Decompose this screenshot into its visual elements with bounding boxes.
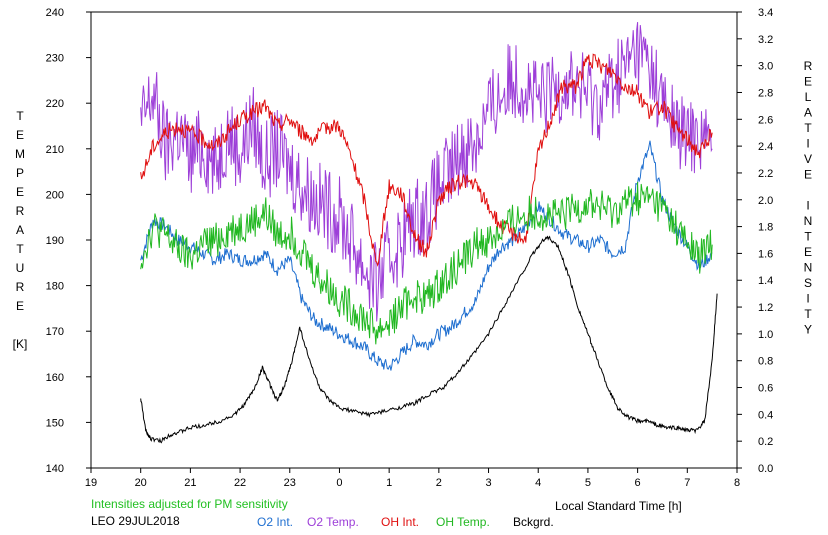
- y-right-title-letter: T: [804, 307, 812, 321]
- y-right-title-letter: N: [804, 261, 813, 275]
- y-right-title-letter: E: [804, 245, 812, 259]
- series-line-o2-temp: [140, 22, 713, 322]
- x-tick-label: 19: [85, 477, 97, 489]
- y-right-tick-label: 2.6: [758, 114, 773, 126]
- y-left-tick-label: 170: [46, 326, 64, 338]
- x-tick-label: 3: [485, 477, 491, 489]
- x-tick-label: 20: [135, 477, 147, 489]
- y-right-title-letter: S: [804, 276, 812, 290]
- y-left-title-letter: E: [16, 128, 24, 142]
- y-right-title-letter: E: [804, 75, 812, 89]
- series-line-oh-temp: [140, 181, 713, 345]
- y-right-title-letter: N: [804, 214, 813, 228]
- y-right-tick-label: 1.0: [758, 329, 773, 341]
- series-line-bckgrd: [140, 235, 718, 444]
- legend-entry: OH Int.: [381, 515, 419, 529]
- y-left-title-letter: [K]: [13, 337, 28, 351]
- y-right-title-letter: A: [804, 106, 812, 120]
- y-left-title-letter: R: [16, 204, 25, 218]
- y-right-tick-label: 1.4: [758, 275, 773, 287]
- y-right-tick-label: 2.2: [758, 168, 773, 180]
- x-tick-label: 5: [585, 477, 591, 489]
- y-right-title-letter: I: [806, 137, 809, 151]
- y-left-title-letter: U: [16, 261, 25, 275]
- x-tick-label: 21: [184, 477, 196, 489]
- pm-sensitivity-note: Intensities adjusted for PM sensitivity: [91, 497, 288, 511]
- x-tick-label: 22: [234, 477, 246, 489]
- y-right-tick-label: 1.8: [758, 222, 773, 234]
- x-tick-label: 7: [684, 477, 690, 489]
- y-right-tick-label: 2.4: [758, 141, 773, 153]
- y-right-title-letter: L: [805, 90, 812, 104]
- y-left-tick-label: 220: [46, 98, 64, 110]
- series-layer: [140, 22, 718, 444]
- x-tick-label: 1: [386, 477, 392, 489]
- series-line-oh-int: [140, 53, 713, 267]
- y-right-tick-label: 0.2: [758, 436, 773, 448]
- y-left-title-letter: T: [16, 109, 24, 123]
- y-right-title-letter: T: [804, 230, 812, 244]
- y-right-title-letter: I: [806, 292, 809, 306]
- y-right-tick-label: 2.8: [758, 87, 773, 99]
- y-right-tick-label: 3.4: [758, 7, 773, 19]
- station-date-label: LEO 29JUL2018: [91, 514, 180, 528]
- legend: O2 Int. O2 Temp. OH Int. OH Temp. Bckgrd.: [257, 515, 554, 529]
- legend-entry: O2 Int.: [257, 515, 293, 529]
- x-tick-label: 23: [284, 477, 296, 489]
- y-right-title-letter: T: [804, 121, 812, 135]
- series-line-o2-int: [140, 140, 713, 371]
- legend-entry: OH Temp.: [436, 515, 490, 529]
- legend-entry: Bckgrd.: [513, 515, 554, 529]
- y-left-tick-label: 180: [46, 281, 64, 293]
- y-left-title-letter: T: [16, 242, 24, 256]
- y-left-tick-label: 210: [46, 144, 64, 156]
- y-left-tick-label: 240: [46, 7, 64, 19]
- y-right-tick-label: 1.6: [758, 248, 773, 260]
- legend-entry: O2 Temp.: [307, 515, 359, 529]
- y-left-title-letter: R: [16, 280, 25, 294]
- x-tick-label: 0: [336, 477, 342, 489]
- y-left-tick-label: 190: [46, 235, 64, 247]
- y-axis-right: 0.0 0.2 0.4 0.6 0.8 1.0 1.2 1.4 1.6 1.8 2.0 2.2 2.4 2…: [737, 7, 773, 475]
- y-right-title-letter: V: [804, 152, 812, 166]
- x-tick-label: 4: [535, 477, 541, 489]
- y-left-tick-label: 200: [46, 189, 64, 201]
- y-left-tick-label: 140: [46, 463, 64, 475]
- y-right-title-letter: I: [806, 199, 809, 213]
- y-axis-left: 140 150 160 170 180 190 200 210 220 230 240: [46, 7, 91, 475]
- x-axis-title: Local Standard Time [h]: [555, 499, 682, 513]
- y-right-title-letter: E: [804, 168, 812, 182]
- y-left-tick-label: 230: [46, 53, 64, 65]
- x-axis: 19 20 21 22 23 0 1 2 3 4 5 6 7 8: [85, 468, 740, 489]
- y-left-title-letter: E: [16, 299, 24, 313]
- y-right-tick-label: 1.2: [758, 302, 773, 314]
- y-right-tick-label: 0.0: [758, 463, 773, 475]
- y-right-tick-label: 0.4: [758, 409, 773, 421]
- y-right-tick-label: 3.0: [758, 61, 773, 73]
- y-left-title-letter: M: [15, 147, 25, 161]
- y-right-tick-label: 0.6: [758, 383, 773, 395]
- y-left-title-letter: P: [16, 166, 24, 180]
- y-left-title-letter: E: [16, 185, 24, 199]
- x-tick-label: 2: [436, 477, 442, 489]
- y-right-tick-label: 2.0: [758, 195, 773, 207]
- y-left-tick-label: 150: [46, 417, 64, 429]
- y-right-tick-label: 0.8: [758, 356, 773, 368]
- y-left-title-letter: A: [16, 223, 24, 237]
- y-right-tick-label: 3.2: [758, 34, 773, 46]
- x-tick-label: 8: [734, 477, 740, 489]
- y-right-title-letter: Y: [804, 323, 812, 337]
- x-tick-label: 6: [635, 477, 641, 489]
- y-left-tick-label: 160: [46, 372, 64, 384]
- y-right-title-letter: R: [804, 59, 813, 73]
